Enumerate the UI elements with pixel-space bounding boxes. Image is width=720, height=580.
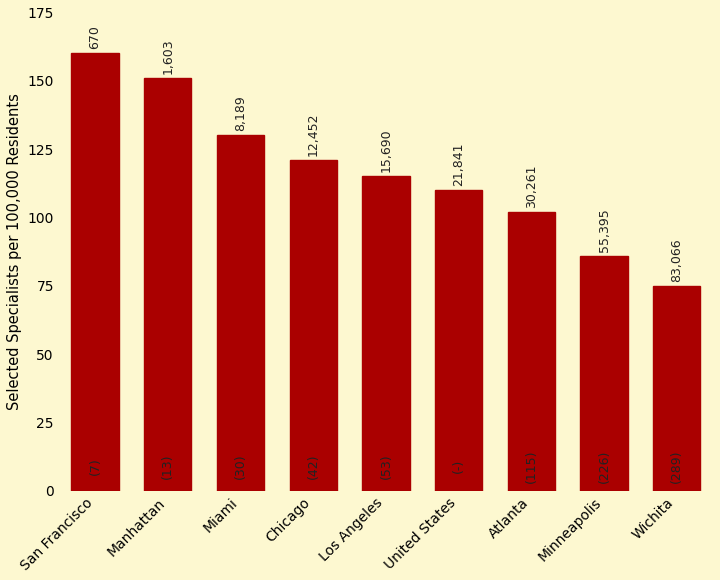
Text: (-): (-) <box>452 459 465 473</box>
Bar <box>71 53 119 491</box>
Text: (53): (53) <box>379 454 392 479</box>
Bar <box>580 256 628 491</box>
Text: (13): (13) <box>161 454 174 479</box>
Text: 83,066: 83,066 <box>670 238 683 282</box>
Text: 55,395: 55,395 <box>598 208 611 252</box>
Bar <box>144 78 192 491</box>
Text: (30): (30) <box>234 454 247 479</box>
Bar <box>653 286 701 491</box>
Text: 21,841: 21,841 <box>452 143 465 186</box>
Text: (42): (42) <box>307 454 320 479</box>
Text: (226): (226) <box>598 450 611 483</box>
Text: (7): (7) <box>89 458 102 475</box>
Text: 670: 670 <box>89 26 102 49</box>
Text: 30,261: 30,261 <box>525 164 538 208</box>
Bar <box>217 136 264 491</box>
Text: (289): (289) <box>670 450 683 483</box>
Bar <box>289 160 337 491</box>
Y-axis label: Selected Specialists per 100,000 Residents: Selected Specialists per 100,000 Residen… <box>7 93 22 410</box>
Text: 12,452: 12,452 <box>307 113 320 156</box>
Text: 1,603: 1,603 <box>161 38 174 74</box>
Bar <box>435 190 482 491</box>
Text: 8,189: 8,189 <box>234 96 247 131</box>
Bar <box>362 176 410 491</box>
Bar <box>508 212 555 491</box>
Text: 15,690: 15,690 <box>379 129 392 172</box>
Text: (115): (115) <box>525 450 538 483</box>
